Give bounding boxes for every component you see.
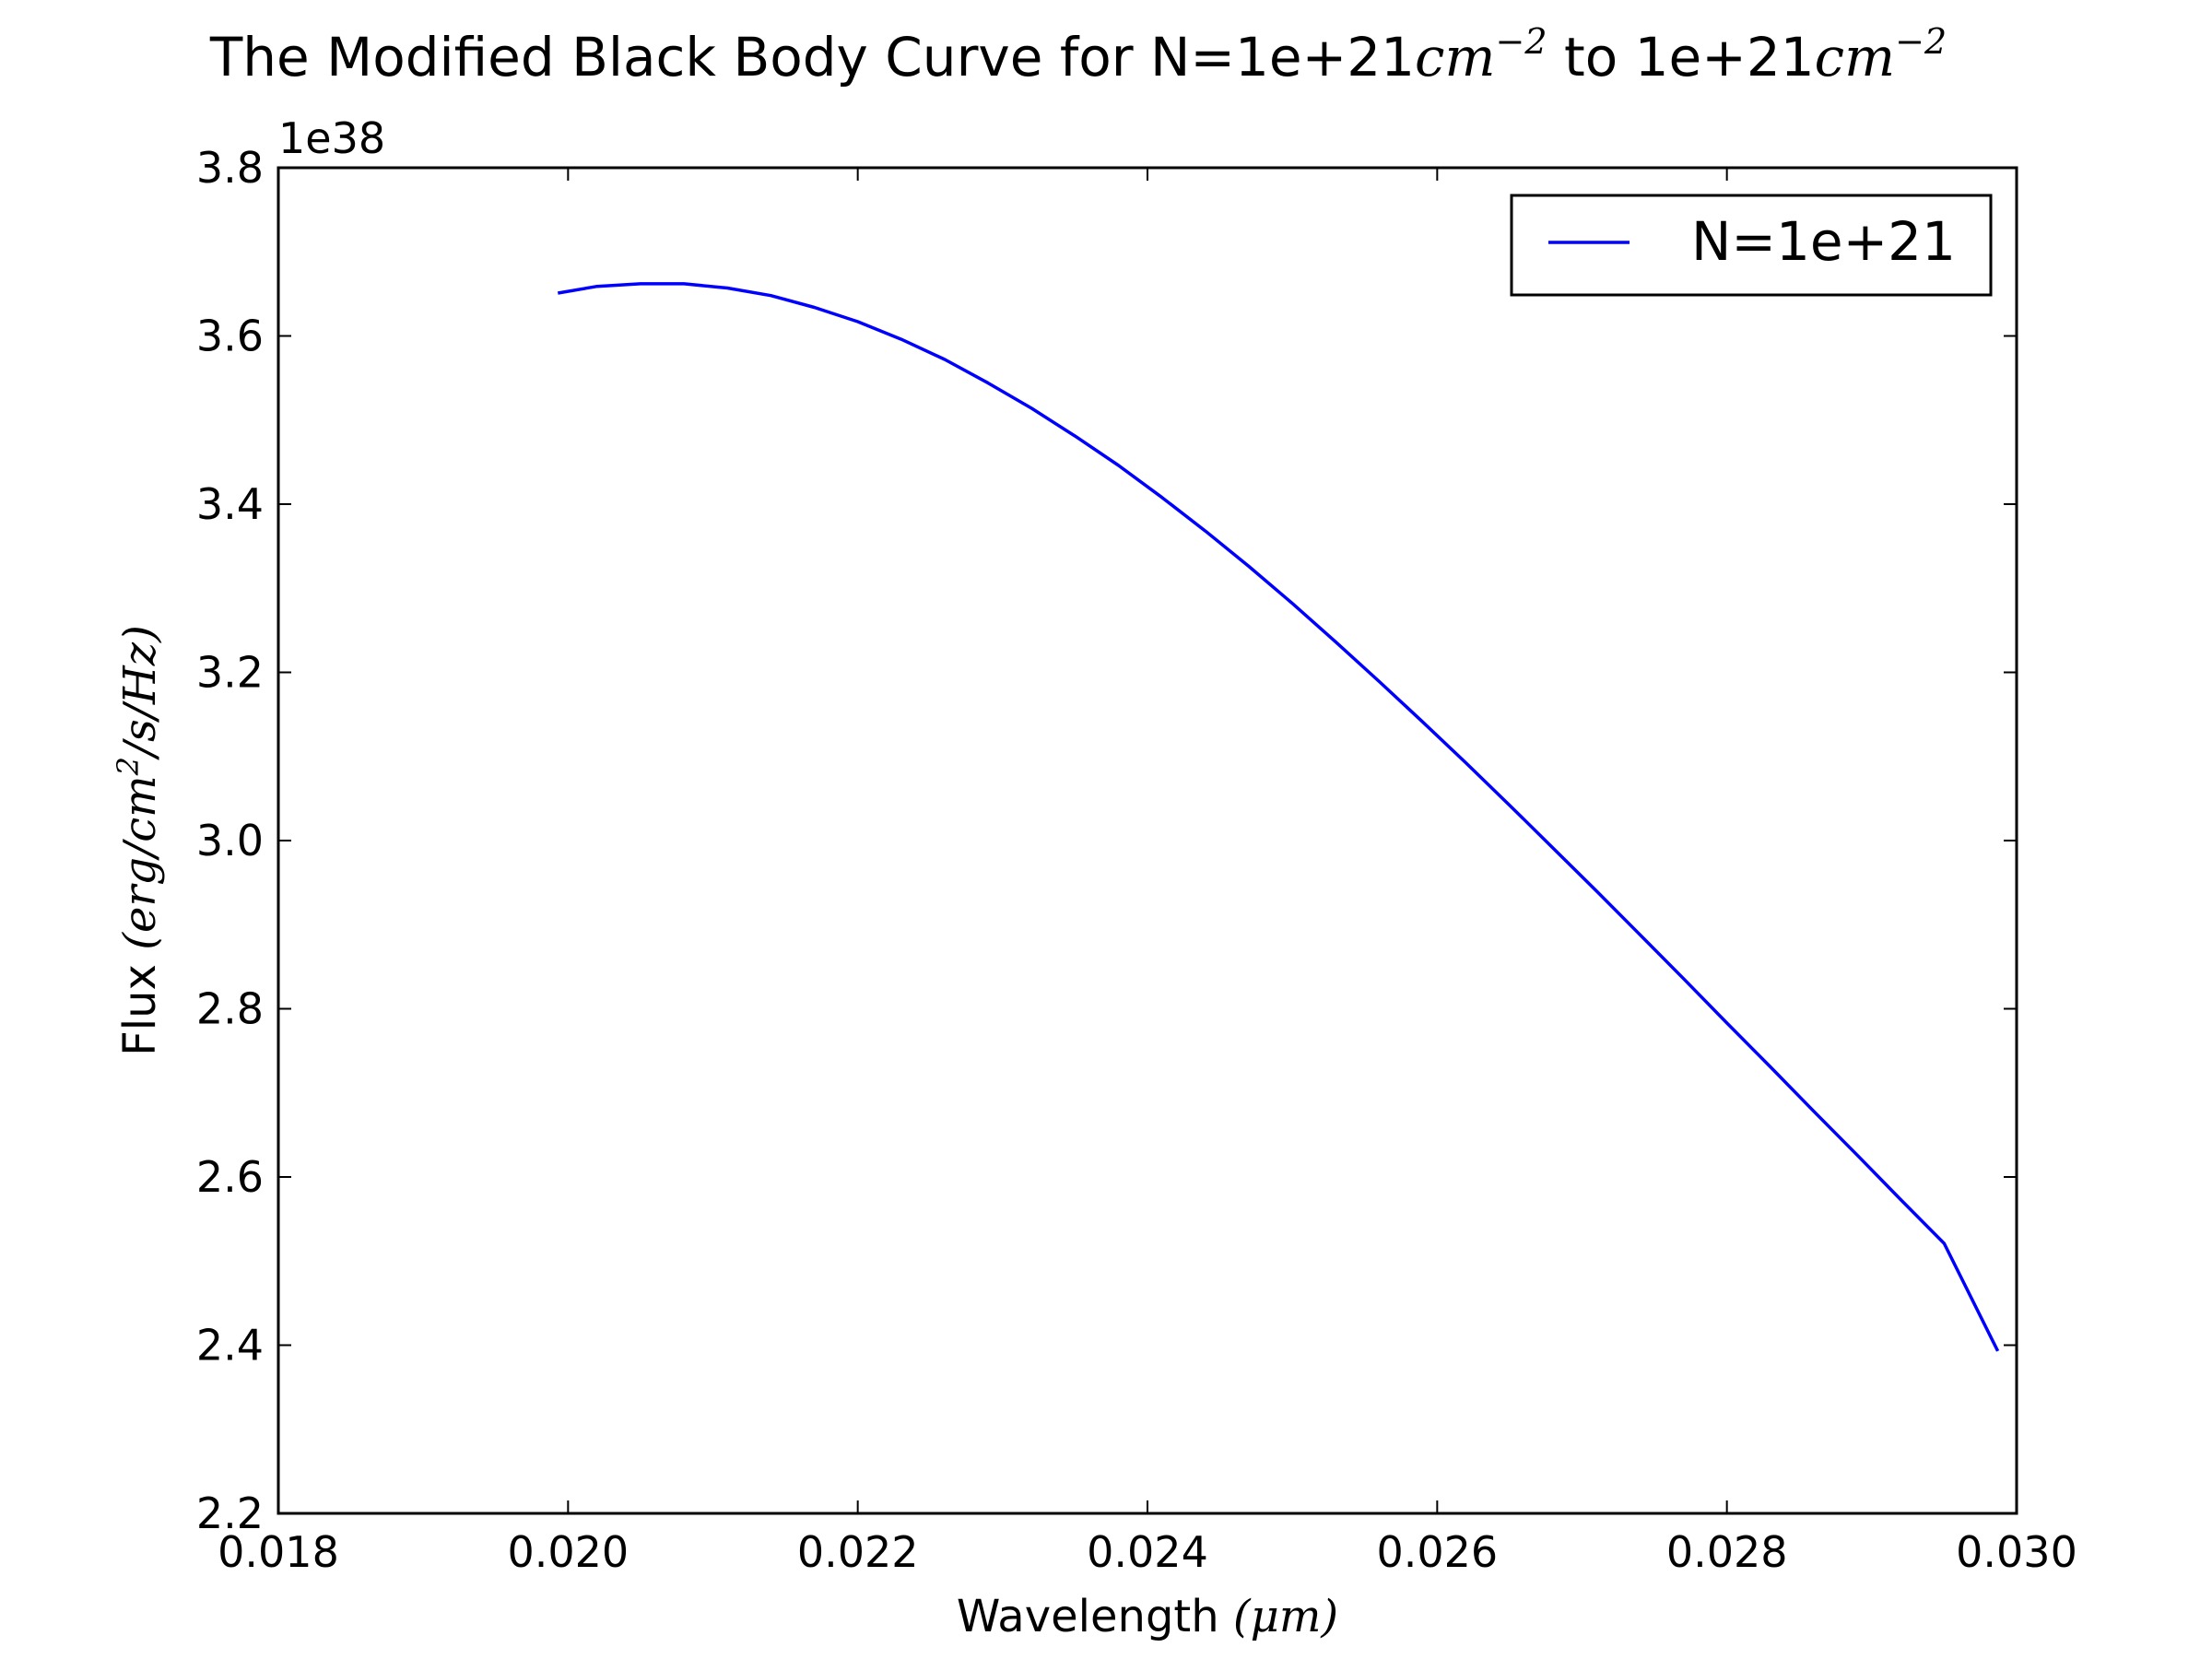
y-tick-label: 3.2 bbox=[196, 648, 264, 698]
y-tick-label: 3.4 bbox=[196, 479, 264, 529]
y-tick-label: 3.6 bbox=[196, 312, 264, 361]
y-offset-label: 1e38 bbox=[278, 113, 385, 163]
y-tick-label: 2.4 bbox=[196, 1321, 264, 1371]
x-tick-label: 0.024 bbox=[1087, 1527, 1208, 1577]
y-tick-label: 2.6 bbox=[196, 1152, 264, 1202]
x-tick-label: 0.028 bbox=[1666, 1527, 1788, 1577]
y-tick-label: 3.8 bbox=[196, 143, 264, 193]
legend-label: N=1e+21 bbox=[1691, 210, 1956, 273]
x-axis-label: Wavelength (μm) bbox=[957, 1591, 1338, 1642]
y-tick-label: 2.2 bbox=[196, 1488, 264, 1538]
x-tick-label: 0.020 bbox=[507, 1527, 629, 1577]
legend: N=1e+21 bbox=[1510, 194, 1993, 297]
x-tick-label: 0.022 bbox=[797, 1527, 919, 1577]
series-line-n1e21 bbox=[558, 282, 2000, 1352]
y-tick-labels: 2.2 2.4 2.6 2.8 3.0 3.2 3.4 3.6 3.8 bbox=[196, 143, 264, 1538]
y-tick-label: 3.0 bbox=[196, 816, 264, 865]
x-tick-label: 0.030 bbox=[1956, 1527, 2077, 1577]
plot-area bbox=[276, 166, 2018, 1515]
y-axis-label: Flux (erg/cm2/s/Hz) bbox=[111, 625, 166, 1056]
x-tick-label: 0.018 bbox=[218, 1527, 339, 1577]
legend-box bbox=[1510, 194, 1993, 297]
x-tick-label: 0.026 bbox=[1376, 1527, 1498, 1577]
y-tick-label: 2.8 bbox=[196, 984, 264, 1034]
axis-ticks bbox=[277, 167, 2018, 1514]
x-tick-labels: 0.018 0.020 0.022 0.024 0.026 0.028 0.030 bbox=[218, 1527, 2077, 1577]
chart-title: The Modified Black Body Curve for N=1e+2… bbox=[209, 21, 1947, 88]
